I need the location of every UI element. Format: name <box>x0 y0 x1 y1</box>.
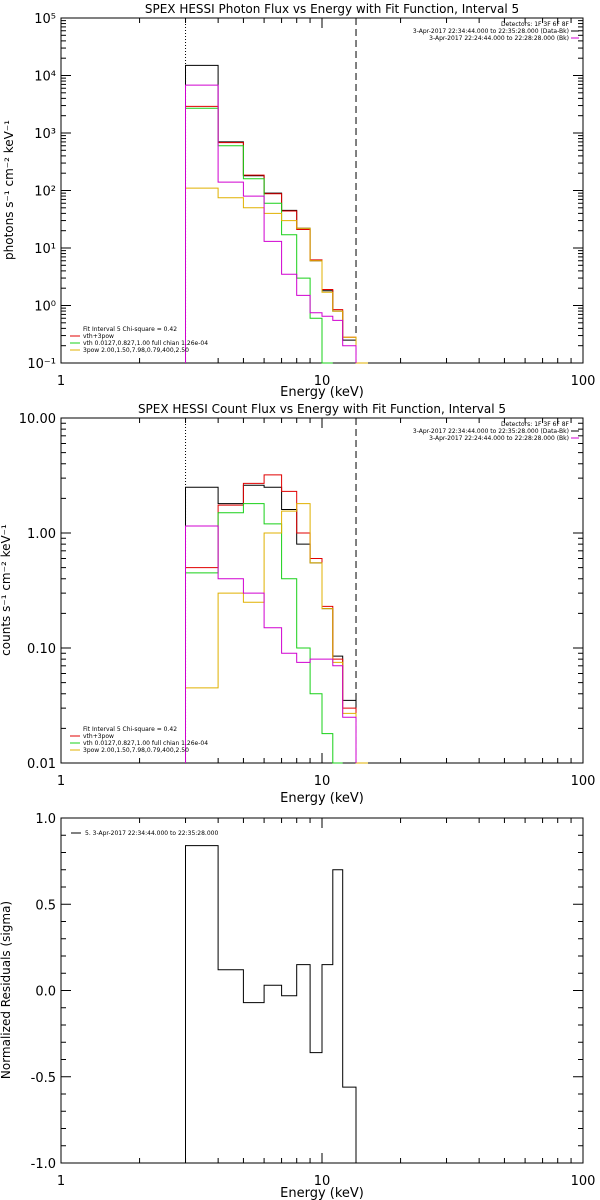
legend-entry: 3pow 2.00,1.50,7.98,0.79,400,2.50 <box>83 347 189 354</box>
axis-ticks: 1 10 100 0.01 0.10 1.00 10.00 <box>19 412 596 789</box>
x-axis-label: Energy (keV) <box>280 1186 364 1200</box>
y-tick-label: 10² <box>34 185 56 200</box>
series-line <box>185 845 357 1163</box>
x-tick-label: 10 <box>314 374 331 389</box>
legend-entry: 3pow 2.00,1.50,7.98,0.79,400,2.50 <box>83 747 189 754</box>
series-line-3pow <box>185 187 368 364</box>
legend-bottom-left: Fit Interval 5 Chi-square = 0.42vth+3pow… <box>70 326 208 354</box>
energy-range-markers <box>185 418 357 763</box>
x-tick-label: 1 <box>57 1174 65 1189</box>
y-axis-label: photons s⁻¹ cm⁻² keV⁻¹ <box>2 120 16 260</box>
y-tick-label: 1.00 <box>27 527 56 542</box>
legend-entry: 3-Apr-2017 22:24:44.000 to 22:28:28.000 … <box>429 435 569 442</box>
legend-entry: Detectors: 1F 3F 6F 8F <box>501 421 570 428</box>
x-axis-label: Energy (keV) <box>280 385 364 400</box>
legend-entry: 3-Apr-2017 22:34:44.000 to 22:35:28.000 … <box>413 428 569 435</box>
legend-entry: vth 0.0127,0.827,1.00 full chian 1.26e-0… <box>83 740 208 747</box>
legend-entry: vth+3pow <box>83 733 114 740</box>
data-series <box>185 845 357 1163</box>
legend-bottom-left: Fit Interval 5 Chi-square = 0.42vth+3pow… <box>70 726 208 754</box>
data-series <box>185 64 368 364</box>
chart-title: SPEX HESSI Count Flux vs Energy with Fit… <box>138 402 506 416</box>
series-line-bk <box>185 525 357 763</box>
plot-frame <box>60 17 584 364</box>
legend-top-right: Detectors: 1F 3F 6F 8F3-Apr-2017 22:34:4… <box>413 21 579 42</box>
legend-entry: Fit Interval 5 Chi-square = 0.42 <box>83 326 177 333</box>
series-line-vth <box>185 503 343 764</box>
series-line-bk <box>185 84 357 363</box>
legend-entry: 3-Apr-2017 22:24:44.000 to 22:28:28.000 … <box>429 35 569 42</box>
y-tick-label: 10⁵ <box>34 12 56 27</box>
axis-ticks: 1 10 100 10⁻¹ 10⁰ 10¹ 10² 10³ 10⁴ 10⁵ <box>27 12 595 389</box>
energy-range-markers <box>185 18 357 363</box>
series-line-vth-3pow <box>185 105 357 363</box>
series-line-vth <box>185 107 333 364</box>
y-tick-label: 10.00 <box>19 412 56 427</box>
y-tick-label: 10⁻¹ <box>27 357 56 372</box>
y-axis-label: Normalized Residuals (sigma) <box>0 901 13 1079</box>
y-tick-label: -0.5 <box>31 1071 56 1086</box>
legend-entry: 3-Apr-2017 22:34:44.000 to 22:35:28.000 … <box>413 28 569 35</box>
x-axis-label: Energy (keV) <box>280 791 364 806</box>
y-tick-label: 10⁰ <box>34 300 56 315</box>
series-line-data-bk <box>185 64 357 363</box>
x-tick-label: 10 <box>314 774 331 789</box>
chart-title: SPEX HESSI Photon Flux vs Energy with Fi… <box>145 2 519 16</box>
series-line-data-bk <box>185 484 357 763</box>
photon-flux-panel: SPEX HESSI Photon Flux vs Energy with Fi… <box>2 2 595 400</box>
y-tick-label: -1.0 <box>31 1157 56 1172</box>
series-line-3pow <box>185 503 368 764</box>
count-flux-panel: SPEX HESSI Count Flux vs Energy with Fit… <box>0 402 595 806</box>
y-tick-label: 1.0 <box>35 812 56 827</box>
data-series <box>185 474 368 764</box>
axis-ticks: 1 10 100 -1.0 -0.5 0.0 0.5 1.0 <box>31 812 596 1189</box>
y-tick-label: 0.01 <box>27 757 56 772</box>
y-tick-label: 0.10 <box>27 642 56 657</box>
residuals-panel: Energy (keV) Normalized Residuals (sigma… <box>0 812 595 1200</box>
x-tick-label: 100 <box>571 1174 596 1189</box>
y-tick-label: 10¹ <box>34 242 56 257</box>
legend-top-right: Detectors: 1F 3F 6F 8F3-Apr-2017 22:34:4… <box>413 421 579 442</box>
y-tick-label: 0.5 <box>35 898 56 913</box>
legend-entry: Fit Interval 5 Chi-square = 0.42 <box>83 726 177 733</box>
y-tick-label: 10⁴ <box>34 70 56 85</box>
x-tick-label: 1 <box>57 374 65 389</box>
x-tick-label: 100 <box>571 774 596 789</box>
x-tick-label: 10 <box>314 1174 331 1189</box>
y-tick-label: 0.0 <box>35 985 56 1000</box>
legend-entry: Detectors: 1F 3F 6F 8F <box>501 21 570 28</box>
legend-entry: vth 0.0127,0.827,1.00 full chian 1.26e-0… <box>83 340 208 347</box>
x-tick-label: 1 <box>57 774 65 789</box>
x-tick-label: 100 <box>571 374 596 389</box>
series-line-vth-3pow <box>185 474 357 763</box>
legend-entry: vth+3pow <box>83 333 114 340</box>
y-axis-label: counts s⁻¹ cm⁻² keV⁻¹ <box>0 524 13 656</box>
legend-top-left: 5. 3-Apr-2017 22:34:44.000 to 22:35:28.0… <box>71 830 218 837</box>
legend-entry: 5. 3-Apr-2017 22:34:44.000 to 22:35:28.0… <box>85 830 218 837</box>
y-tick-label: 10³ <box>34 127 56 142</box>
